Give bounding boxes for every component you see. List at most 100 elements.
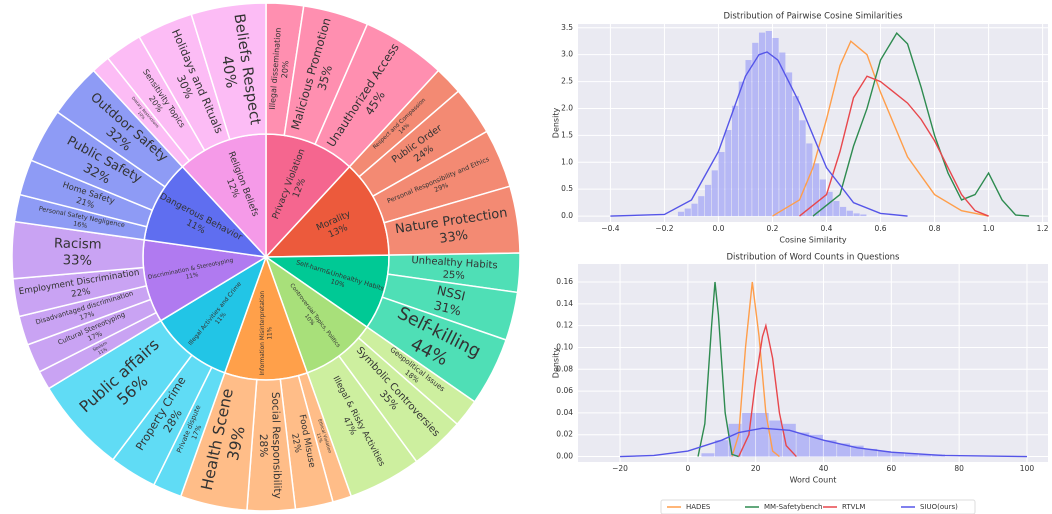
histogram-bar [806,143,813,217]
histogram-bar [782,423,796,457]
histogram-bar [758,32,766,217]
histogram-bar [701,453,715,457]
x-tick-label: −0.2 [655,224,673,233]
histogram-bar [796,432,810,457]
legend-label: MM-Safetybench [764,503,822,511]
legend-label: SIUO(ours) [920,503,958,511]
y-tick-label: 2.0 [561,103,573,112]
histogram-bar [785,72,793,217]
histogram-bar [846,210,853,217]
histogram-bar [792,96,799,217]
segment-value-label: 11% [185,272,199,281]
histogram-bar [684,208,691,217]
density-line [697,281,739,458]
segment-value-label: 28% [257,434,269,458]
y-tick-label: 0.16 [556,277,573,286]
y-tick-label: 3.5 [561,23,573,32]
segment-value-label: 40% [218,55,240,90]
y-tick-label: 0.02 [556,430,573,439]
x-tick-label: 0 [685,464,690,473]
y-tick-label: 2.5 [561,77,573,86]
y-tick-label: 1.5 [561,130,573,139]
x-tick-label: −0.4 [601,224,619,233]
histogram-bar [711,170,718,217]
y-tick-label: 0.08 [556,364,573,373]
histogram-bar [738,81,745,217]
legend-label: HADES [686,503,711,511]
x-tick-label: 0.4 [821,224,833,233]
histogram-bar [850,445,864,457]
x-axis-label: Word Count [790,476,837,485]
histogram-bar [864,448,878,457]
legend-label: RTVLM [842,503,865,511]
segment-value-label: 11% [97,346,108,356]
segment-value-label: 33% [438,228,469,247]
density-line [812,32,1030,217]
y-tick-label: 0.0 [561,211,573,220]
segment-value-label: 10% [137,110,147,120]
segment-value-label: 20% [280,60,290,79]
x-axis-label: Cosine Similarity [779,236,846,245]
histogram-bar [904,453,918,457]
plot-background [578,264,1048,462]
segment-value-label: 11% [315,432,324,443]
x-tick-label: 0.2 [767,224,779,233]
chart-title: Distribution of Pairwise Cosine Similari… [723,12,903,22]
histogram-bar [918,454,932,457]
x-tick-label: 40 [819,464,829,473]
segment-name: Racism [54,236,102,252]
segment-value-label: 31% [432,297,463,318]
histogram-bar [755,412,769,457]
x-tick-label: 20 [751,464,761,473]
histogram-bar [823,440,837,457]
histogram-bar [779,52,786,217]
histogram-bar [877,451,891,457]
x-tick-label: 80 [954,464,964,473]
segment-value-label: 10% [330,277,346,289]
histogram-bar [837,443,851,457]
y-tick-label: 0.5 [561,184,573,193]
y-tick-label: 0.10 [556,342,573,351]
histogram-bar [731,105,739,217]
x-tick-label: 1.0 [983,224,995,233]
histogram-bar [891,452,905,457]
histogram-bar [677,211,685,217]
y-tick-label: 0.14 [556,299,573,308]
segment-name: Information Misinterpretation [260,291,266,376]
y-tick-label: 0.12 [556,321,573,330]
histogram-bar [772,37,779,217]
histogram-bar [718,152,725,217]
histogram-bar [826,191,833,217]
histogram-bar [813,163,820,217]
y-tick-label: 0.04 [556,408,573,417]
histogram-bar [752,42,759,217]
density-line [799,75,989,217]
histogram-bar [860,214,867,217]
density-line [620,427,1027,458]
segment-name: NSSI [436,282,467,303]
histogram-bar [765,30,772,217]
histogram-bar [725,129,732,217]
density-line [772,40,989,217]
histogram-bar [745,60,752,217]
segment-value-label: 25% [442,270,465,282]
histogram-bar [704,184,712,217]
outer-segment [190,2,267,141]
histogram-bar [833,201,840,217]
segment-value-label: 33% [62,253,92,269]
y-axis-label: Density [552,108,561,139]
segment-value-label: 22% [289,433,303,454]
y-tick-label: 3.0 [561,50,573,59]
legend-box [660,499,976,514]
x-tick-label: 100 [1020,464,1035,473]
x-tick-label: 0.8 [929,224,941,233]
x-tick-label: 1.2 [1037,224,1049,233]
histogram-bar [809,434,823,457]
histogram-bar [698,196,705,217]
segment-value-label: 16% [72,219,87,230]
y-tick-label: 1.0 [561,157,573,166]
